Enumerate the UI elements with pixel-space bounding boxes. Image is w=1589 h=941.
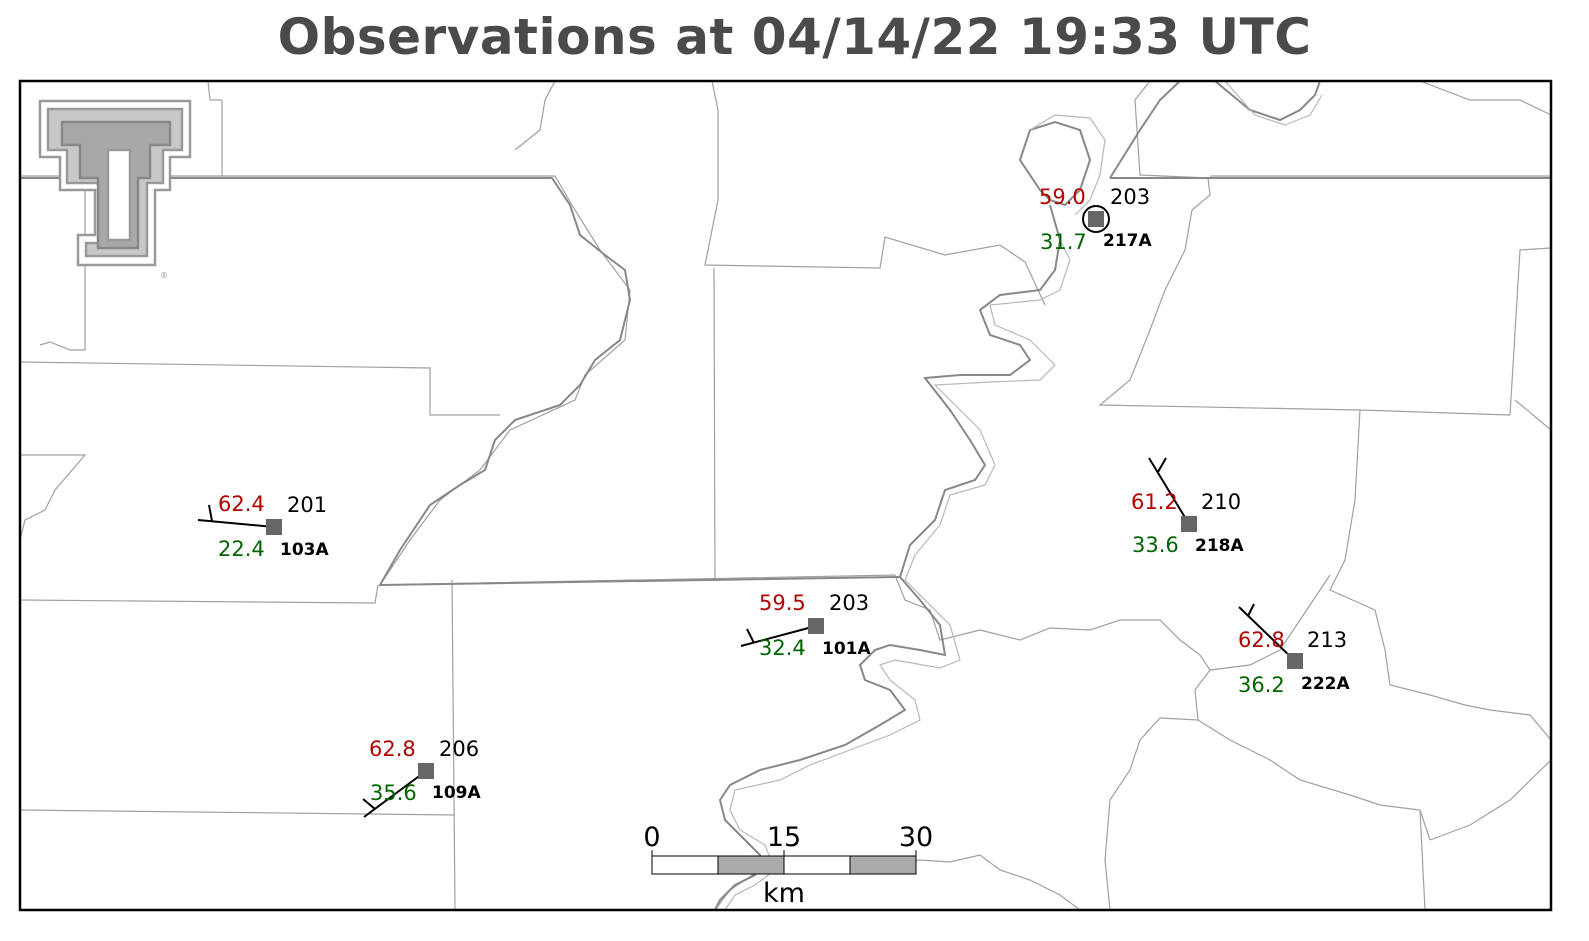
station-marker — [1088, 211, 1104, 227]
wind-direction-label: 203 — [1110, 185, 1150, 209]
dewpoint-label: 35.6 — [370, 781, 417, 805]
scale-bar: 0 15 30 km — [643, 822, 933, 909]
wind-barb — [1148, 457, 1190, 525]
dewpoint-label: 31.7 — [1040, 230, 1087, 254]
wind-barb — [197, 504, 275, 528]
station-plot: 62.4 201 22.4 103A — [197, 492, 329, 561]
station-marker — [418, 763, 434, 779]
registered-mark: ® — [160, 271, 168, 280]
wind-direction-label: 201 — [287, 493, 327, 517]
temperature-label: 59.5 — [759, 591, 806, 615]
temperature-label: 62.4 — [218, 492, 265, 516]
dewpoint-label: 32.4 — [759, 636, 806, 660]
station-marker — [808, 618, 824, 634]
double-t-logo — [38, 99, 192, 267]
temperature-label: 59.0 — [1039, 185, 1086, 209]
station-id-label: 218A — [1195, 536, 1244, 556]
scale-label-15: 15 — [767, 822, 801, 853]
dewpoint-label: 36.2 — [1238, 673, 1285, 697]
station-id-label: 101A — [822, 639, 871, 659]
wind-direction-label: 210 — [1201, 490, 1241, 514]
station-id-label: 217A — [1103, 231, 1152, 251]
station-plot: 59.0 203 31.7 217A — [1039, 185, 1152, 254]
wind-direction-label: 213 — [1307, 628, 1347, 652]
county-boundaries — [20, 81, 1551, 910]
map-title: Observations at 04/14/22 19:33 UTC — [277, 8, 1312, 66]
temperature-label: 61.2 — [1131, 490, 1178, 514]
scale-label-0: 0 — [643, 822, 660, 853]
map-frame — [18, 79, 1553, 912]
station-id-label: 222A — [1301, 674, 1350, 694]
wind-direction-label: 203 — [829, 591, 869, 615]
calm-wind-circle — [1082, 205, 1110, 233]
station-id-label: 103A — [280, 540, 329, 560]
station-marker — [266, 519, 282, 535]
station-plots: 59.0 203 31.7 217A 62.4 201 22.4 103A 61… — [197, 185, 1350, 818]
station-marker — [1181, 516, 1197, 532]
station-plot: 59.5 203 32.4 101A — [740, 591, 871, 660]
station-plot: 62.8 206 35.6 109A — [362, 737, 481, 818]
station-id-label: 109A — [432, 783, 481, 803]
scale-unit: km — [763, 878, 805, 909]
station-marker — [1287, 653, 1303, 669]
station-plot: 62.8 213 36.2 222A — [1238, 603, 1350, 697]
wind-barb — [1238, 603, 1296, 662]
wind-barb — [362, 770, 427, 818]
wind-barb — [740, 625, 817, 647]
dewpoint-label: 33.6 — [1132, 533, 1179, 557]
temperature-label: 62.8 — [1238, 628, 1285, 652]
scale-label-30: 30 — [899, 822, 933, 853]
dewpoint-label: 22.4 — [218, 537, 265, 561]
station-plot: 61.2 210 33.6 218A — [1131, 457, 1244, 557]
wind-direction-label: 206 — [439, 737, 479, 761]
temperature-label: 62.8 — [369, 737, 416, 761]
